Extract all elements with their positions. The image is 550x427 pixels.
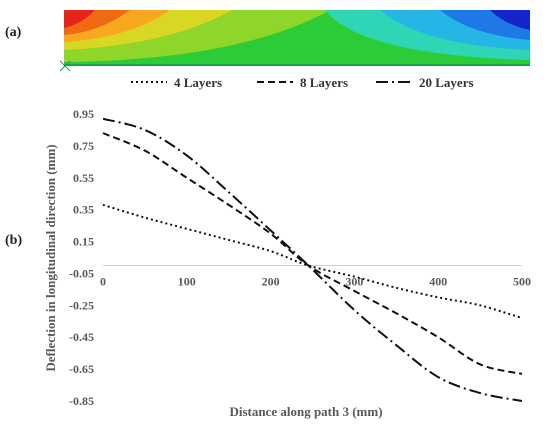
x-axis-title: Distance along path 3 (mm) <box>229 404 382 419</box>
origin-marker <box>59 60 71 72</box>
y-tick-label: 0.15 <box>73 235 94 249</box>
y-axis-title: Deflection in longitudinal direction (mm… <box>43 144 58 371</box>
contour-band <box>490 10 530 30</box>
x-tick-label: 200 <box>262 274 280 288</box>
y-tick-label: 0.55 <box>73 171 94 185</box>
x-tick-label: 100 <box>178 274 196 288</box>
y-tick-label: -0.05 <box>69 266 94 280</box>
y-tick-labels: 0.95 0.75 0.55 0.35 0.15 -0.05 -0.25 -0.45 -0.65… <box>69 107 94 408</box>
y-tick-label: -0.65 <box>69 362 94 376</box>
y-tick-label: 0.75 <box>73 139 94 153</box>
y-tick-label: -0.25 <box>69 298 94 312</box>
y-tick-label: 0.95 <box>73 107 94 121</box>
legend: 4 Layers 8 Layers 20 Layers <box>131 75 474 90</box>
series-line-3 <box>102 117 523 402</box>
series-lines <box>102 117 523 402</box>
series-line-1 <box>102 203 523 320</box>
contour-band <box>64 10 95 28</box>
panel-label-b: (b) <box>5 233 22 248</box>
legend-label-1: 4 Layers <box>174 75 222 90</box>
x-tick-labels: 0 100 200 300 400 500 <box>100 274 531 288</box>
series-line-2 <box>102 132 523 375</box>
y-tick-label: -0.85 <box>69 394 94 408</box>
x-tick-label: 500 <box>513 274 531 288</box>
legend-label-3: 20 Layers <box>419 75 474 90</box>
y-tick-label: -0.45 <box>69 330 94 344</box>
x-tick-label: 0 <box>100 274 106 288</box>
contour-plot-image <box>59 10 530 72</box>
y-tick-label: 0.35 <box>73 203 94 217</box>
panel-label-a: (a) <box>5 25 22 40</box>
x-tick-label: 400 <box>429 274 447 288</box>
legend-label-2: 8 Layers <box>300 75 348 90</box>
